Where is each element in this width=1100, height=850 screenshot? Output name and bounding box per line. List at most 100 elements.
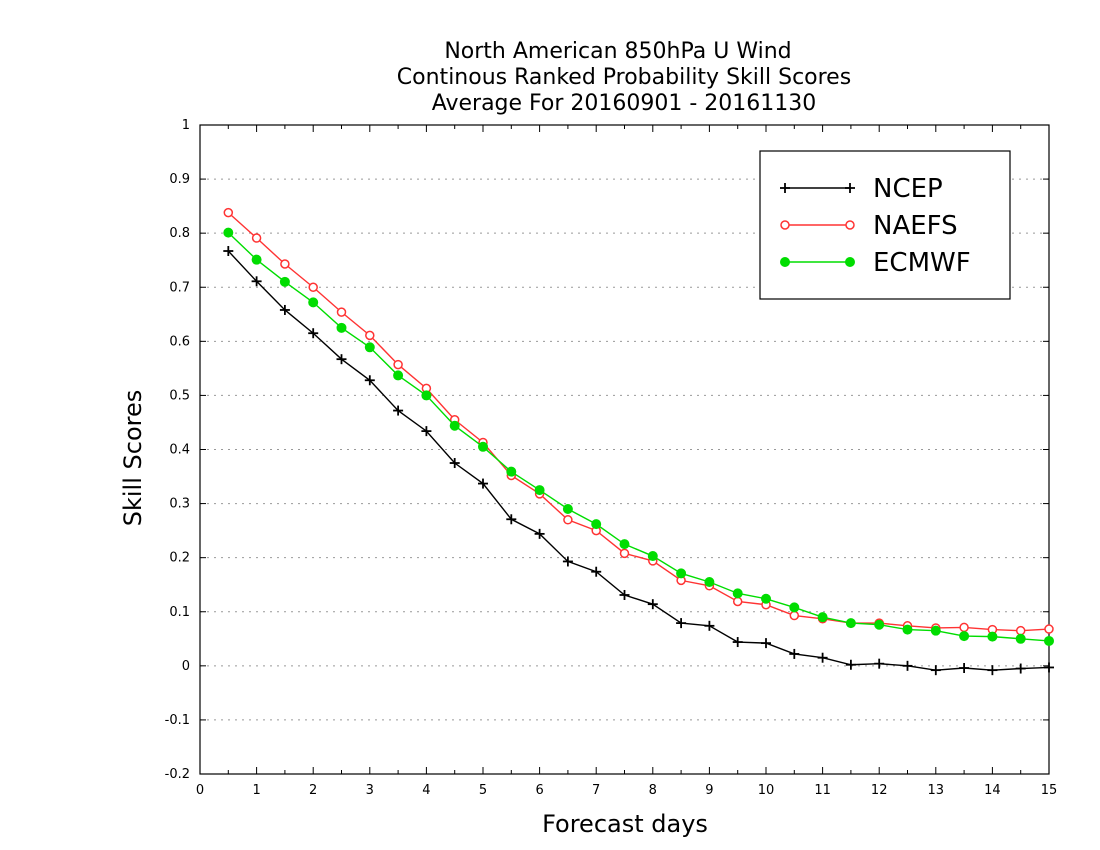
data-point-naefs: [619, 548, 630, 559]
data-point-naefs: [336, 307, 347, 317]
legend-item-naefs: NAEFS: [780, 211, 958, 241]
data-point-ecmwf: [478, 441, 488, 452]
data-point-ncep: [506, 514, 517, 525]
data-point-ecmwf: [732, 588, 743, 599]
data-point-ecmwf: [223, 227, 234, 238]
data-point-ecmwf: [761, 593, 771, 604]
x-tick-label: 1: [252, 783, 260, 798]
data-point-ncep: [562, 556, 573, 567]
data-point-ecmwf: [393, 370, 404, 381]
data-point-ncep: [421, 426, 432, 437]
data-point-ecmwf: [364, 342, 375, 353]
data-point-ncep: [817, 652, 828, 663]
data-point-ncep: [676, 618, 687, 629]
y-tick-label: -0.2: [165, 767, 190, 782]
data-point-ncep: [1015, 663, 1026, 674]
data-point-ncep: [336, 354, 347, 365]
data-point-ecmwf: [279, 276, 290, 287]
y-tick-label: 0.6: [169, 334, 190, 349]
data-point-ecmwf: [930, 625, 941, 636]
y-tick-label: 0.9: [169, 172, 190, 187]
x-tick-label: 7: [592, 783, 600, 798]
legend-marker-ncep: [780, 183, 790, 193]
y-tick-label: 0.7: [169, 280, 190, 295]
y-tick-label: 0.1: [169, 605, 190, 620]
data-point-ecmwf: [251, 254, 262, 265]
x-tick-label: 11: [814, 783, 831, 798]
x-tick-label: 14: [984, 783, 1001, 798]
y-tick-label: 1: [182, 118, 190, 133]
data-point-ncep: [478, 478, 488, 489]
data-point-ncep: [619, 589, 630, 600]
x-tick-label: 5: [479, 783, 487, 798]
data-point-ecmwf: [845, 618, 856, 629]
x-tick-label: 2: [309, 783, 317, 798]
data-point-ecmwf: [987, 631, 998, 642]
y-tick-label: 0.8: [169, 226, 190, 241]
x-tick-label: 8: [649, 783, 657, 798]
x-tick-label: 4: [422, 783, 430, 798]
y-tick-label: 0.4: [169, 443, 190, 458]
legend-label-ncep: NCEP: [873, 174, 943, 204]
data-point-ecmwf: [336, 322, 347, 333]
x-tick-label: 13: [928, 783, 945, 798]
data-point-ncep: [308, 328, 319, 339]
data-point-ecmwf: [959, 631, 970, 642]
data-point-ncep: [279, 304, 290, 315]
data-point-ncep: [223, 246, 234, 257]
data-point-naefs: [789, 610, 800, 621]
series-ecmwf: [223, 227, 1054, 646]
legend-label-naefs: NAEFS: [873, 211, 958, 241]
chart-title: North American 850hPa U Wind Continous R…: [397, 39, 851, 116]
axis-ticks: -0.2-0.100.10.20.30.40.50.60.70.80.910 1 2…: [165, 118, 1058, 798]
data-point-ecmwf: [902, 624, 913, 635]
data-point-ncep: [930, 665, 941, 676]
legend-marker-naefs: [780, 220, 790, 230]
legend-marker-ecmwf: [845, 257, 855, 267]
data-point-ncep: [732, 637, 743, 648]
series-ncep: [223, 246, 1054, 676]
data-point-ecmwf: [308, 297, 319, 308]
data-point-ncep: [591, 566, 602, 577]
title-line-2: Continous Ranked Probability Skill Score…: [397, 65, 851, 90]
data-point-ncep: [789, 648, 800, 659]
data-point-naefs: [223, 207, 234, 218]
data-point-naefs: [308, 282, 318, 292]
series-line-ncep: [227, 250, 1050, 671]
x-tick-label: 15: [1041, 783, 1058, 798]
data-point-ncep: [959, 662, 970, 673]
data-point-ecmwf: [534, 485, 545, 496]
data-point-ecmwf: [619, 539, 630, 550]
data-point-ncep: [393, 405, 404, 416]
x-tick-label: 9: [705, 783, 713, 798]
y-axis-label: Skill Scores: [119, 390, 147, 527]
x-tick-label: 6: [535, 783, 543, 798]
data-point-ncep: [534, 528, 545, 539]
data-point-naefs: [1044, 624, 1054, 634]
data-point-ncep: [1044, 662, 1054, 673]
legend-marker-naefs: [845, 220, 855, 230]
data-point-ecmwf: [591, 519, 602, 530]
y-tick-label: 0.5: [169, 388, 190, 403]
data-point-ecmwf: [449, 420, 460, 431]
data-point-ecmwf: [1015, 633, 1026, 644]
data-point-naefs: [365, 330, 375, 341]
data-point-naefs: [732, 596, 743, 607]
data-point-ncep: [845, 659, 856, 670]
legend-item-ecmwf: ECMWF: [780, 248, 971, 278]
legend-items: NCEP NAEFS ECMWF: [780, 174, 971, 278]
x-tick-label: 12: [871, 783, 888, 798]
y-tick-label: 0: [182, 659, 190, 674]
title-line-3: Average For 20160901 - 20161130: [432, 91, 817, 116]
data-point-naefs: [563, 515, 573, 525]
data-point-ecmwf: [562, 503, 573, 514]
data-point-ncep: [987, 665, 998, 676]
legend-item-ncep: NCEP: [780, 174, 943, 204]
y-tick-label: 0.3: [169, 497, 190, 512]
data-point-naefs: [251, 233, 262, 243]
data-point-ncep: [761, 638, 771, 649]
data-point-ecmwf: [1044, 635, 1054, 646]
x-tick-label: 0: [196, 783, 204, 798]
y-tick-label: -0.1: [165, 713, 190, 728]
